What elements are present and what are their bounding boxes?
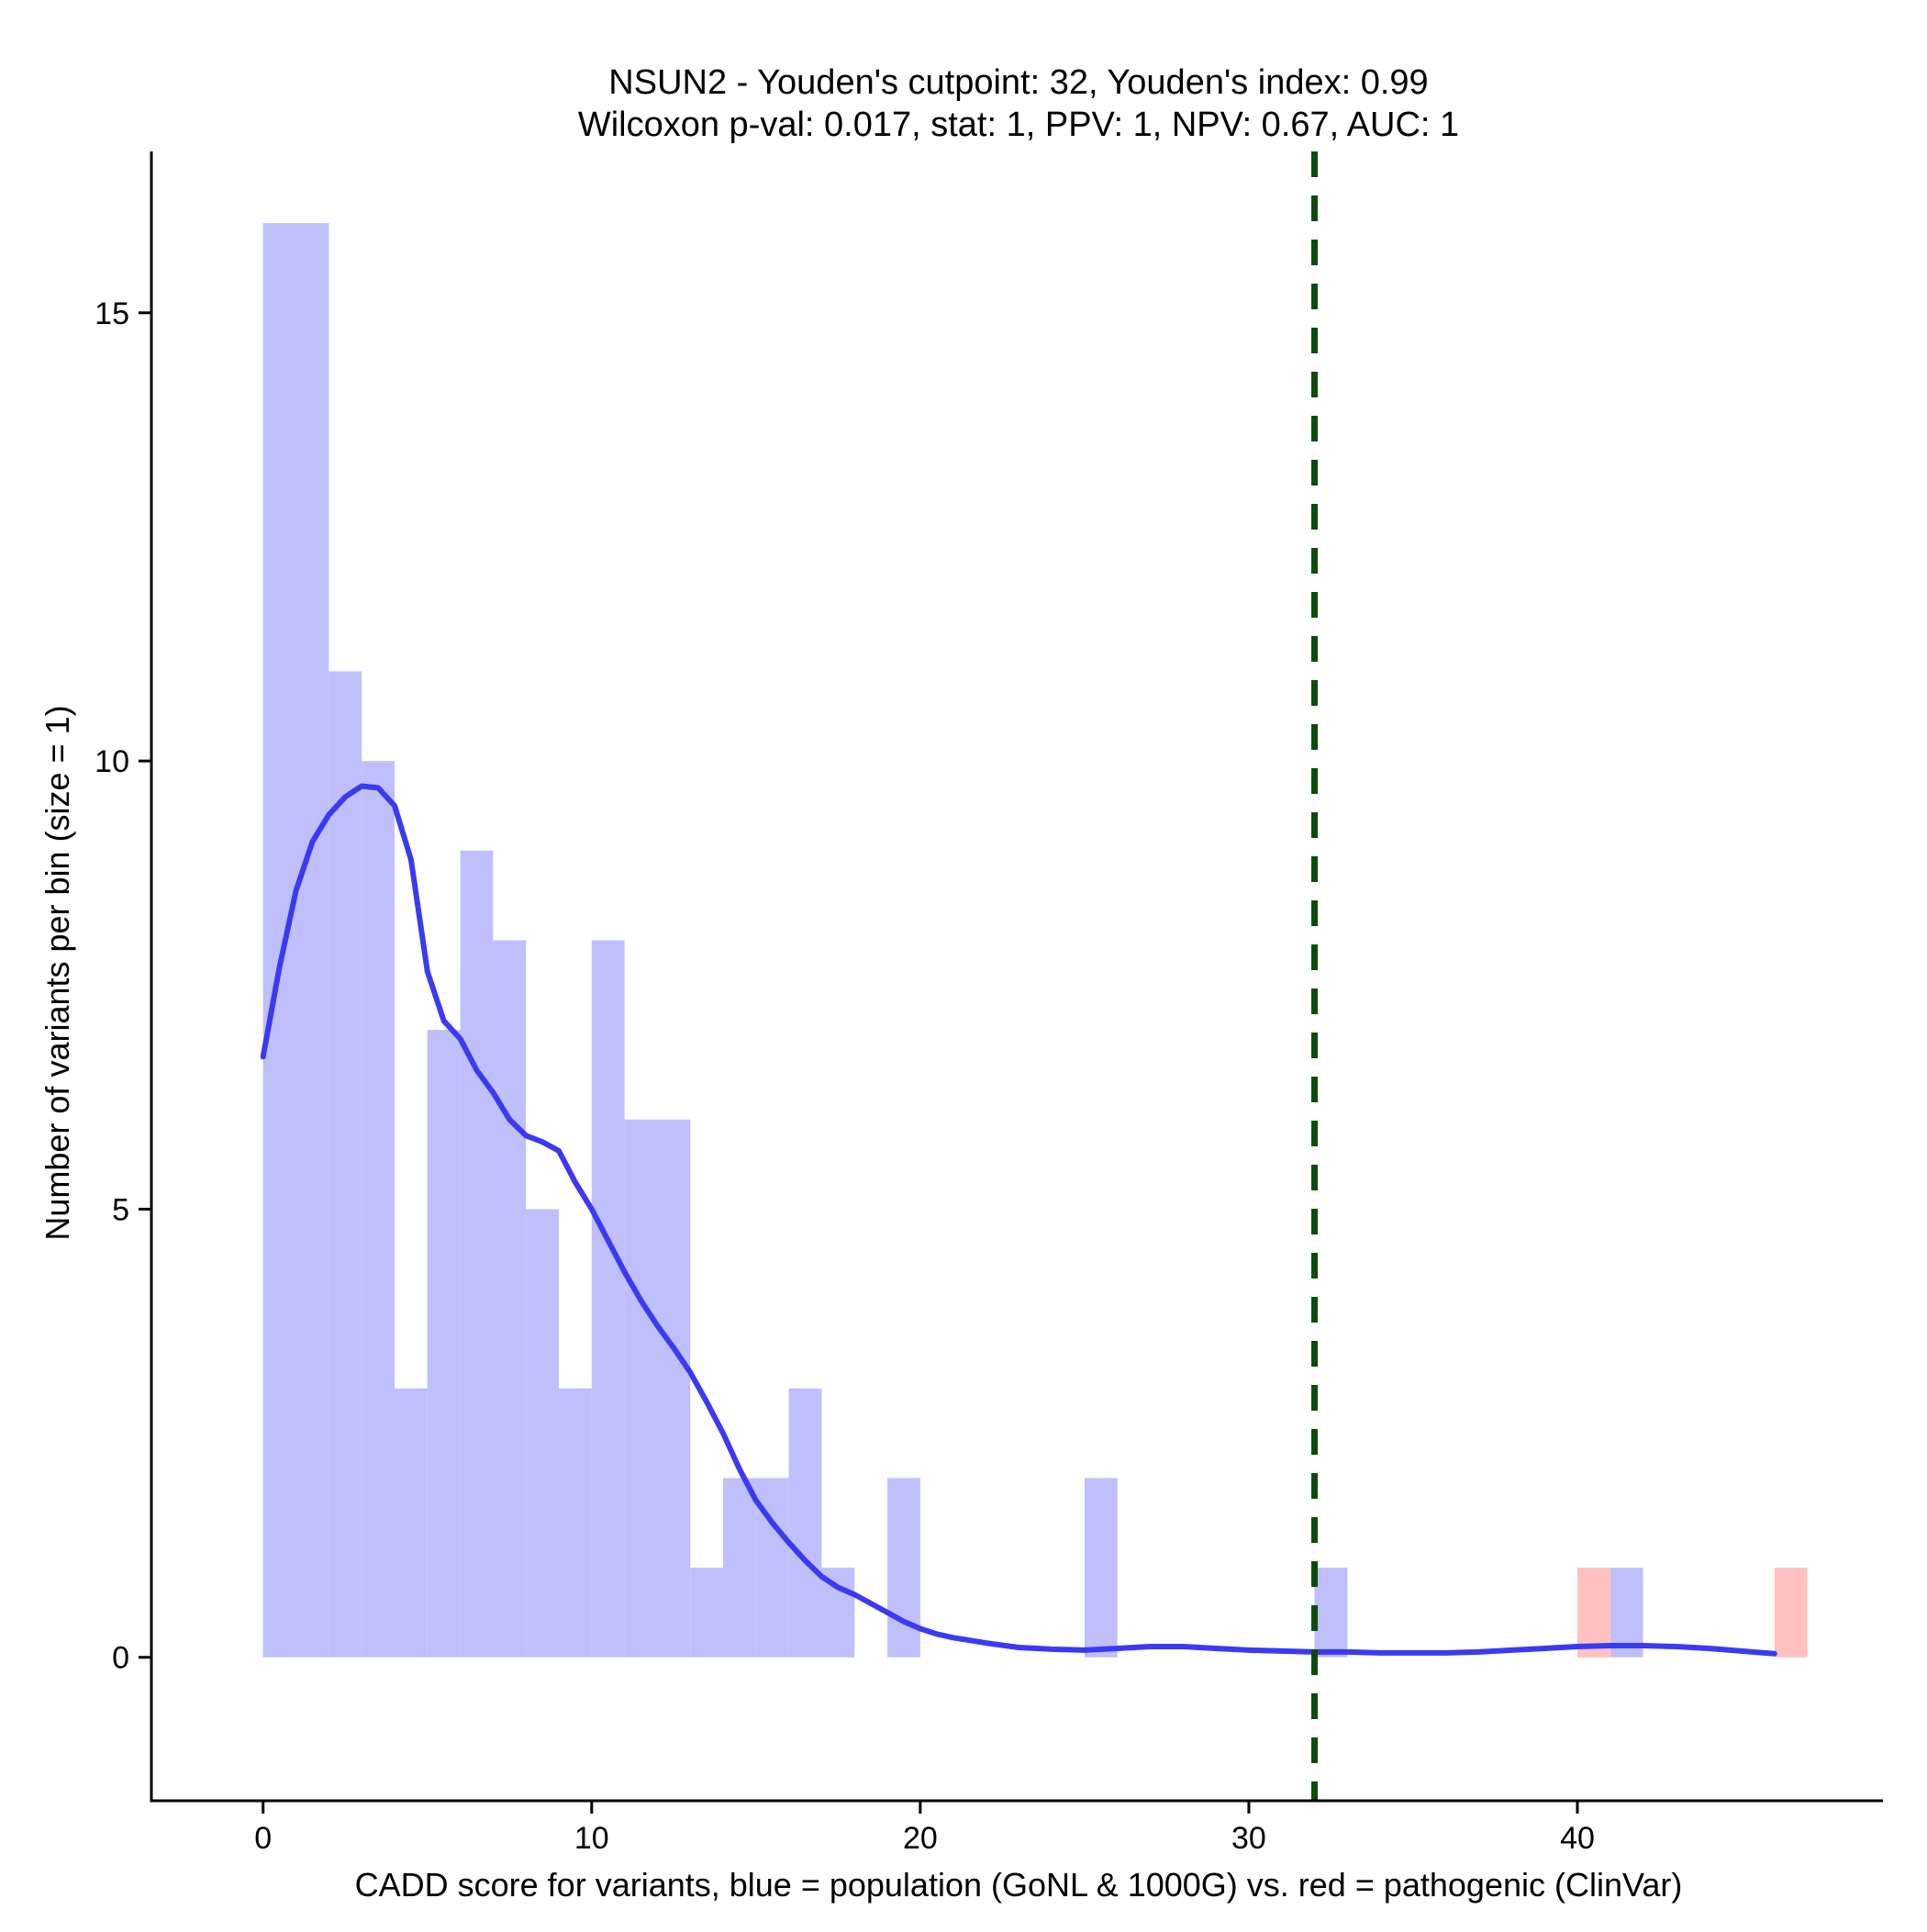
population-bar [887, 1478, 920, 1658]
x-tick-label: 10 [574, 1821, 609, 1856]
density-curve-layer [260, 783, 1777, 1657]
population-bar [624, 1119, 658, 1658]
population-bar [526, 1209, 559, 1658]
population-bar [690, 1568, 724, 1658]
x-tick-label: 30 [1231, 1821, 1266, 1856]
population-bar [394, 1388, 428, 1658]
population-bar [1610, 1568, 1643, 1658]
x-tick-label: 0 [254, 1821, 272, 1856]
population-bar [329, 671, 362, 1658]
population-bar [1314, 1568, 1348, 1658]
population-bar [723, 1478, 756, 1658]
y-tick-label: 5 [112, 1192, 129, 1227]
population-bar [657, 1119, 691, 1658]
population-bar [559, 1388, 592, 1658]
population-bar [362, 761, 395, 1658]
x-axis-label: CADD score for variants, blue = populati… [355, 1866, 1683, 1904]
population-bar [493, 940, 527, 1658]
chart-title-line-1: NSUN2 - Youden's cutpoint: 32, Youden's … [608, 63, 1428, 102]
axes-layer: 0 10 20 30 40 0 5 10 15 [95, 151, 1883, 1856]
density-curve [260, 783, 1777, 1657]
population-bar [591, 940, 625, 1658]
y-tick-label: 0 [112, 1641, 129, 1676]
population-bar [427, 1030, 461, 1658]
population-bar [295, 223, 329, 1658]
population-bar [460, 850, 494, 1658]
y-tick-label: 15 [95, 296, 129, 331]
x-tick-label: 20 [903, 1821, 938, 1856]
x-tick-label: 40 [1560, 1821, 1595, 1856]
bars-layer [262, 223, 1808, 1658]
population-bar [1084, 1478, 1118, 1658]
chart-title-line-2: Wilcoxon p-val: 0.017, stat: 1, PPV: 1, … [578, 106, 1459, 144]
y-tick-label: 10 [95, 744, 129, 779]
population-bar [788, 1388, 822, 1658]
pathogenic-bar [1774, 1568, 1808, 1658]
population-bar [262, 223, 296, 1658]
pathogenic-bar [1577, 1568, 1610, 1658]
y-axis-label: Number of variants per bin (size = 1) [39, 705, 76, 1240]
